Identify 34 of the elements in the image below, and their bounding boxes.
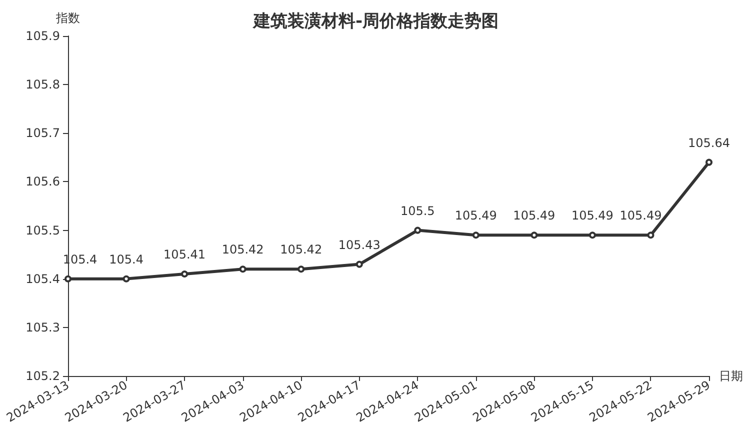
point (414, 226, 422, 234)
data-label: 105.49 (620, 208, 662, 223)
y-tick-label: 105.7 (26, 126, 60, 140)
y-tick-label: 105.3 (26, 320, 60, 334)
point (181, 270, 188, 278)
data-label: 105.43 (338, 238, 380, 252)
point (472, 232, 480, 239)
point (588, 232, 596, 239)
data-label: 105.64 (688, 136, 730, 150)
point (298, 266, 305, 273)
y-tick-label: 105.6 (26, 174, 60, 189)
y-axis-title: 指数 (55, 11, 80, 25)
y-tick-label: 105.9 (26, 29, 60, 43)
point (647, 232, 654, 239)
x-axis-title: 日期 (719, 369, 743, 383)
y-tick-label: 105.4 (26, 272, 60, 286)
data-label: 105.42 (222, 242, 264, 257)
data-label: 105.41 (164, 248, 206, 262)
point (706, 158, 712, 166)
point (530, 232, 538, 239)
data-label: 105.49 (454, 208, 497, 223)
data-label: 105.42 (280, 242, 322, 257)
chart-title: 建筑装潢材料-周价格指数走势图 (251, 12, 499, 32)
point (122, 275, 130, 282)
y-tick-label: 105.2 (26, 369, 60, 383)
y-tick-label: 105.8 (26, 78, 60, 92)
data-label: 105.49 (571, 208, 614, 223)
data-label: 105.5 (400, 204, 435, 218)
data-label: 105.4 (109, 252, 144, 266)
data-label: 105.49 (513, 208, 556, 223)
point (356, 260, 363, 268)
point (64, 275, 72, 282)
point (239, 266, 246, 273)
y-tick-label: 105.5 (26, 223, 60, 238)
